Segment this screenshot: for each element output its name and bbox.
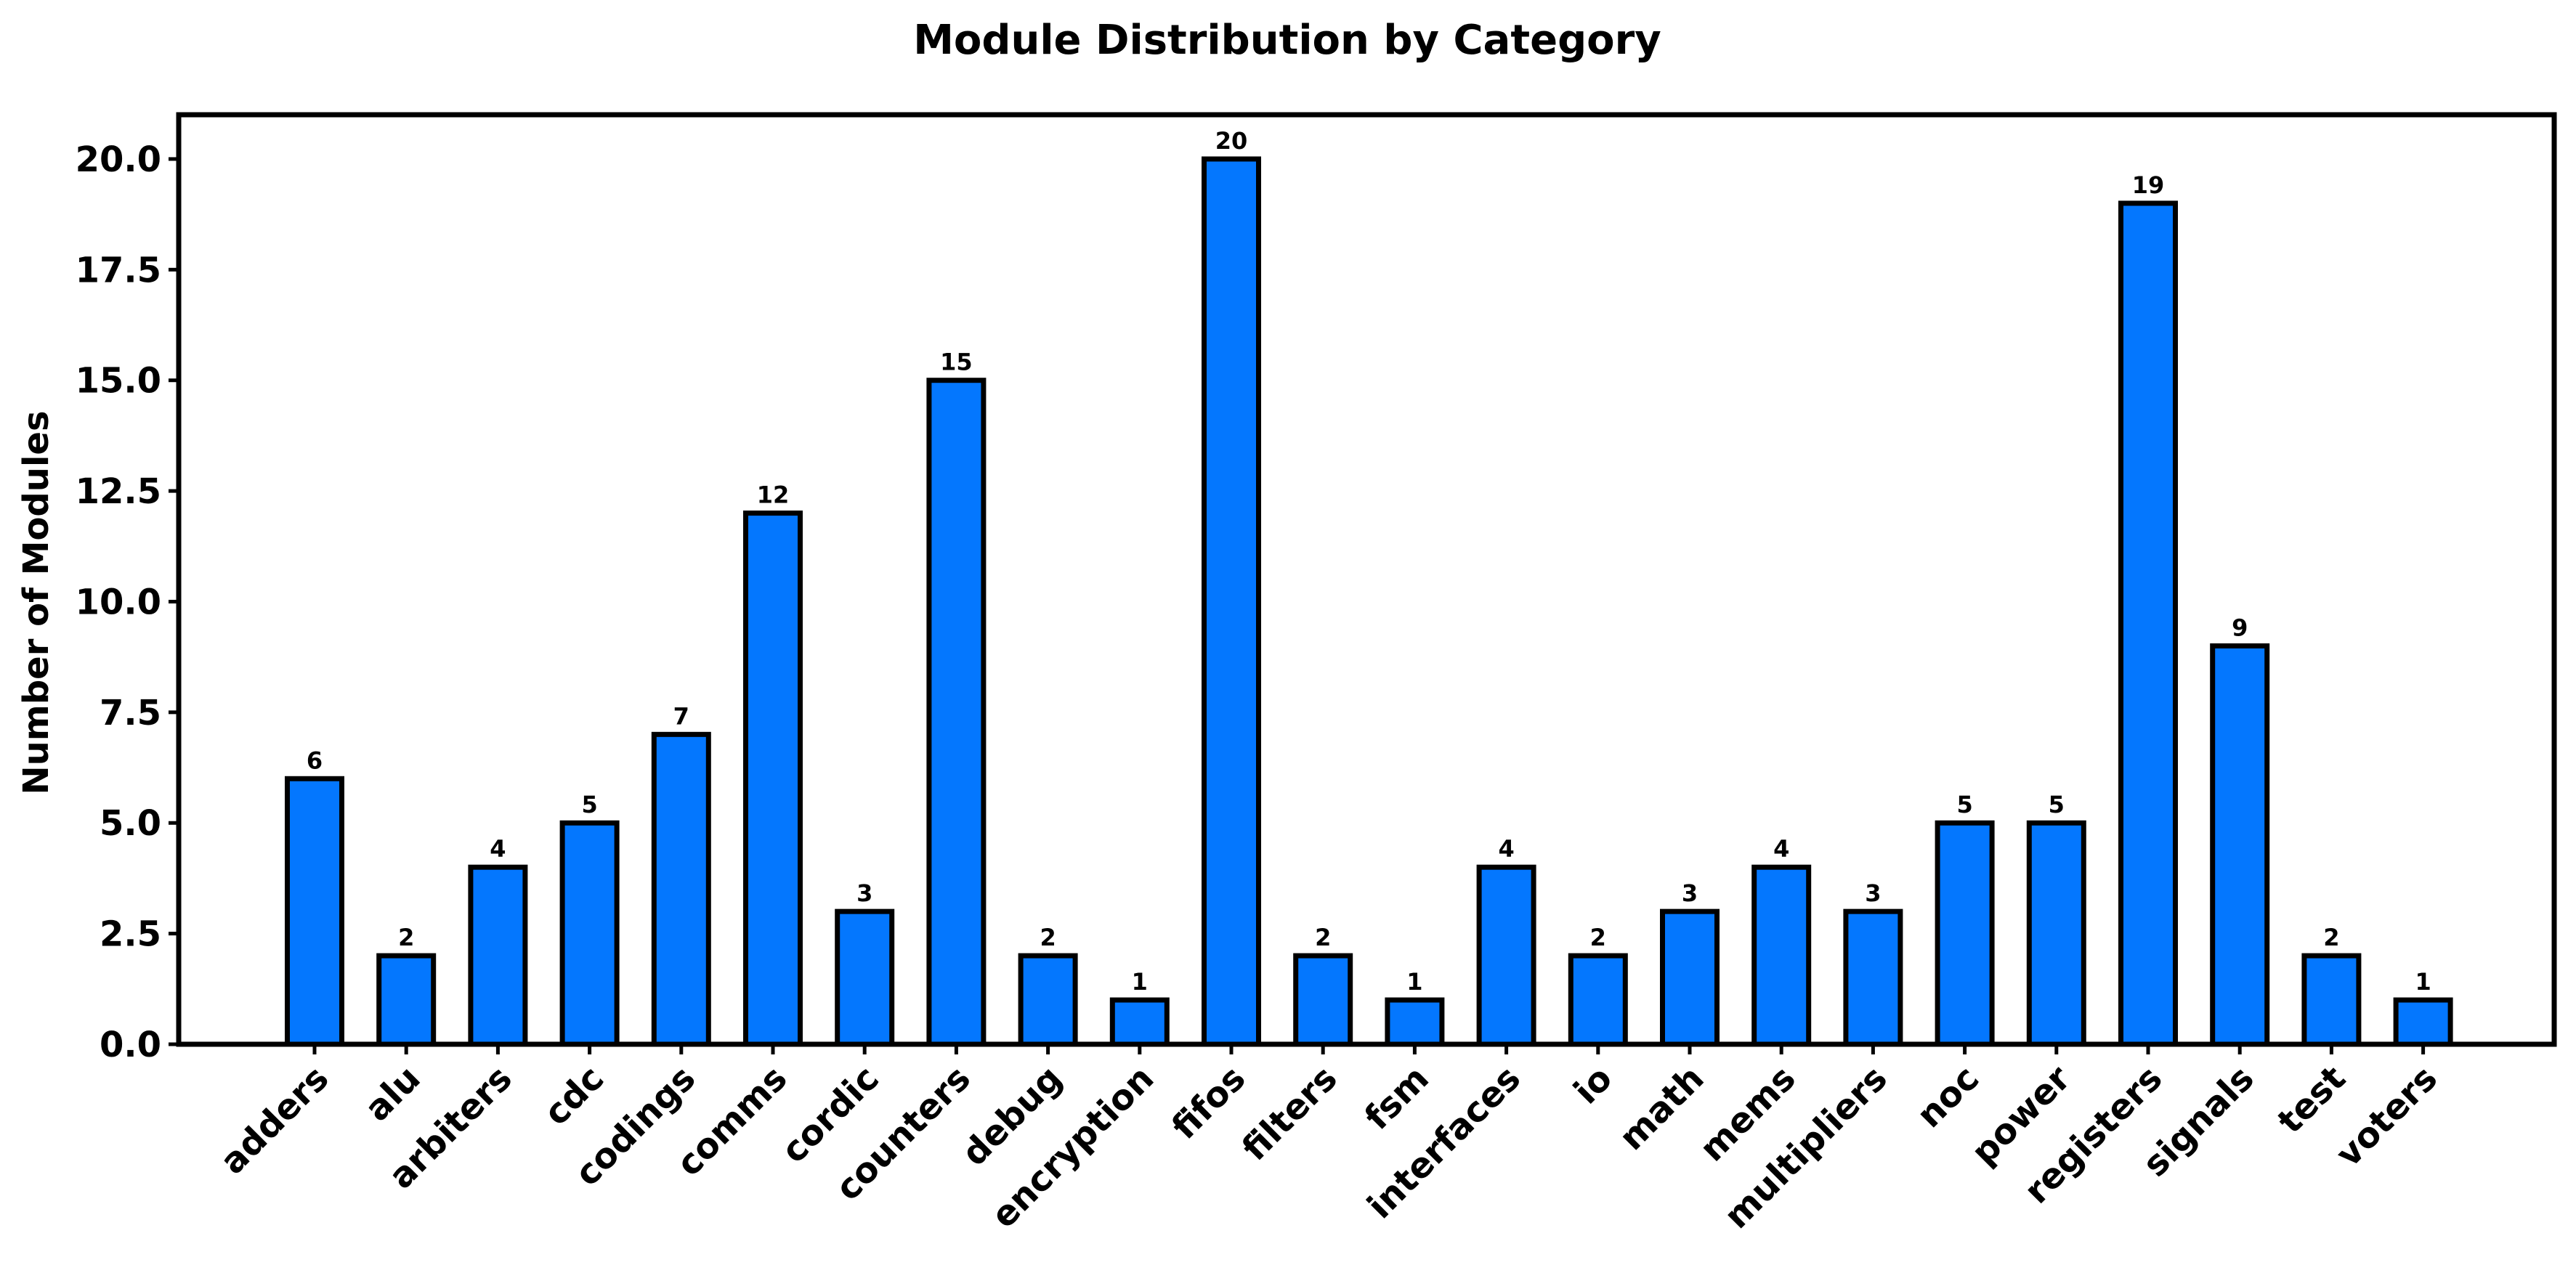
data-label-adders: 6 (307, 747, 323, 774)
x-tick-label-multipliers: multipliers (1717, 1058, 1895, 1237)
data-labels-layer: 6 2 4 5 7 12 3 15 2 1 20 2 1 4 2 3 4 3 5 5 19 9 2 1 (307, 127, 2431, 996)
bar-arbiters (468, 864, 528, 1047)
y-axis-ticks: 0.0 2.5 5.0 7.5 10.0 12.5 15.0 17.5 20.0 (76, 139, 179, 1065)
y-axis-label: Number of Modules (16, 410, 57, 794)
x-tick-label-noc: noc (1909, 1058, 1987, 1136)
data-label-test: 2 (2323, 924, 2339, 951)
y-tick-label-6: 15.0 (76, 361, 161, 402)
x-tick-label-voters: voters (2328, 1058, 2445, 1175)
y-tick-label-7: 17.5 (76, 250, 161, 290)
data-label-filters: 2 (1315, 924, 1331, 951)
x-tick-label-io: io (1566, 1058, 1621, 1113)
bar-power (2026, 820, 2086, 1047)
y-tick-label-2: 5.0 (100, 803, 161, 844)
y-tick-label-3: 7.5 (100, 693, 161, 733)
bar-adders (285, 776, 344, 1047)
data-label-mems: 4 (1773, 835, 1789, 863)
bar-fifos (1202, 156, 1261, 1047)
data-label-math: 3 (1682, 879, 1698, 907)
data-label-arbiters: 4 (490, 835, 506, 863)
data-label-fifos: 20 (1215, 127, 1248, 155)
bar-comms (743, 511, 803, 1047)
bar-math (1660, 908, 1720, 1047)
bar-debug (1018, 953, 1078, 1047)
bar-noc (1935, 820, 1995, 1047)
data-label-interfaces: 4 (1498, 835, 1514, 863)
data-label-cdc: 5 (581, 791, 597, 818)
y-tick-label-0: 0.0 (100, 1025, 161, 1065)
x-tick-label-cdc: cdc (536, 1058, 612, 1134)
bar-cordic (835, 908, 895, 1047)
data-label-noc: 5 (1956, 791, 1972, 818)
bar-signals (2210, 643, 2270, 1047)
x-tick-label-test: test (2270, 1058, 2354, 1142)
data-label-fsm: 1 (1406, 968, 1422, 996)
plot-area-frame (176, 112, 2557, 1047)
bar-filters (1293, 953, 1353, 1047)
data-label-comms: 12 (757, 481, 790, 509)
bars-layer (285, 156, 2453, 1047)
data-label-power: 5 (2049, 791, 2065, 818)
data-label-io: 2 (1590, 924, 1606, 951)
data-label-voters: 1 (2415, 968, 2431, 996)
y-tick-label-1: 2.5 (100, 914, 161, 955)
data-label-debug: 2 (1040, 924, 1056, 951)
bar-mems (1751, 864, 1812, 1047)
data-label-codings: 7 (673, 702, 689, 730)
bar-encryption (1109, 997, 1170, 1047)
y-tick-label-8: 20.0 (76, 139, 161, 180)
x-tick-label-alu: alu (357, 1058, 428, 1129)
x-tick-label-encryption: encryption (984, 1058, 1162, 1236)
bar-interfaces (1476, 864, 1536, 1047)
bar-counters (926, 378, 987, 1047)
y-tick-label-4: 10.0 (76, 582, 161, 622)
data-label-registers: 19 (2132, 171, 2165, 199)
bar-codings (651, 731, 711, 1047)
bar-voters (2393, 997, 2453, 1047)
data-label-counters: 15 (940, 349, 973, 376)
bar-fsm (1385, 997, 1445, 1047)
bar-io (1568, 953, 1628, 1047)
chart-title: Module Distribution by Category (913, 17, 1661, 64)
x-tick-label-fsm: fsm (1357, 1058, 1437, 1138)
data-label-signals: 9 (2232, 614, 2248, 641)
data-label-cordic: 3 (856, 879, 872, 907)
data-label-multipliers: 3 (1865, 879, 1881, 907)
data-label-encryption: 1 (1132, 968, 1148, 996)
y-tick-label-5: 12.5 (76, 471, 161, 512)
data-label-alu: 2 (398, 924, 414, 951)
bar-alu (376, 953, 437, 1047)
bar-multipliers (1843, 908, 1903, 1047)
x-tick-label-filters: filters (1234, 1058, 1345, 1169)
x-tick-label-adders: adders (212, 1058, 336, 1182)
bar-test (2301, 953, 2362, 1047)
bar-cdc (559, 820, 620, 1047)
bar-registers (2118, 200, 2178, 1047)
